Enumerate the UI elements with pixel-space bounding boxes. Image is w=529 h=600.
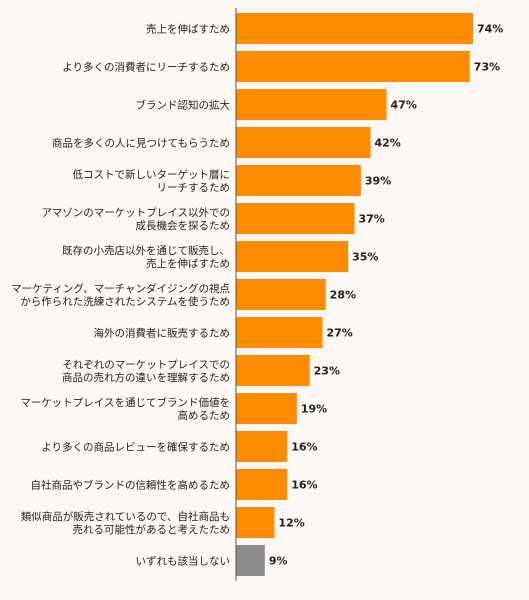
value-label-1: 73%	[474, 61, 500, 74]
value-label-10: 19%	[301, 403, 327, 416]
category-label-7-line-0: マーケティング、マーチャンダイジングの視点	[11, 282, 230, 295]
bar-1	[236, 51, 470, 82]
value-label-5: 37%	[359, 213, 385, 226]
bar-13	[236, 507, 275, 538]
bar-10	[236, 393, 297, 424]
value-label-8: 27%	[326, 327, 352, 340]
category-label-10-line-0: マーケットプレイスを通じてブランド価値を	[20, 396, 230, 409]
category-label-1-line-0: より多くの消費者にリーチするため	[62, 61, 230, 74]
value-label-4: 39%	[365, 175, 391, 188]
value-label-2: 47%	[391, 99, 417, 112]
category-label-9-line-0: それぞれのマーケットプレイスでの	[62, 359, 230, 371]
bar-14	[236, 545, 265, 576]
category-label-7-line-1: から作られた洗練されたシステムを使うため	[20, 295, 230, 308]
bar-2	[236, 89, 387, 120]
category-label-5-line-0: アマゾンのマーケットプレイス以外での	[41, 207, 230, 219]
value-label-9: 23%	[314, 365, 340, 378]
bar-9	[236, 355, 310, 386]
category-label-4-line-0: 低コストで新しいターゲット層に	[73, 168, 231, 181]
value-label-7: 28%	[330, 289, 356, 302]
value-label-0: 74%	[477, 23, 503, 36]
category-labels: 売上を伸ばすためより多くの消費者にリーチするためブランド認知の拡大商品を多くの人…	[11, 23, 230, 568]
value-label-3: 42%	[375, 137, 401, 150]
bar-6	[236, 241, 349, 272]
value-labels: 74% 73% 47% 42% 39% 37% 35% 28% 27% 23% 19% 16% 16% 1…	[269, 23, 504, 568]
category-label-2-line-0: ブランド認知の拡大	[136, 99, 231, 112]
category-label-12-line-0: 自社商品やブランドの信頼性を高めるため	[31, 479, 231, 492]
bar-3	[236, 127, 371, 158]
value-label-13: 12%	[278, 517, 304, 530]
category-label-4-line-1: リーチするため	[157, 182, 231, 194]
category-label-3-line-0: 商品を多くの人に見つけてもらうため	[52, 137, 230, 150]
category-label-13-line-0: 類似商品が販売されているので、自社商品も	[21, 510, 230, 523]
bar-8	[236, 317, 323, 348]
category-label-8-line-0: 海外の消費者に販売するため	[94, 327, 231, 340]
bar-12	[236, 469, 288, 500]
bar-4	[236, 165, 361, 196]
value-label-14: 9%	[269, 555, 288, 568]
bar-0	[236, 13, 473, 44]
bar-7	[236, 279, 326, 310]
value-label-12: 16%	[291, 479, 317, 492]
bars-group	[236, 13, 473, 576]
category-label-0-line-0: 売上を伸ばすため	[146, 23, 230, 36]
category-label-10-line-1: 高めるため	[178, 409, 231, 422]
category-label-5-line-1: 成長機会を探るため	[136, 219, 231, 232]
value-label-11: 16%	[291, 441, 317, 454]
category-label-14-line-0: いずれも該当しない	[136, 555, 231, 568]
category-label-13-line-1: 売れる可能性があると考えたため	[73, 523, 231, 536]
category-label-6-line-1: 売上を伸ばすため	[146, 257, 230, 270]
category-label-11-line-0: より多くの商品レビューを確保するため	[41, 441, 230, 454]
bar-11	[236, 431, 288, 462]
value-label-6: 35%	[352, 251, 378, 264]
bar-5	[236, 203, 355, 234]
category-label-6-line-0: 既存の小売店以外を通じて販売し、	[62, 244, 230, 257]
category-label-9-line-1: 商品の売れ方の違いを理解するため	[62, 371, 230, 384]
